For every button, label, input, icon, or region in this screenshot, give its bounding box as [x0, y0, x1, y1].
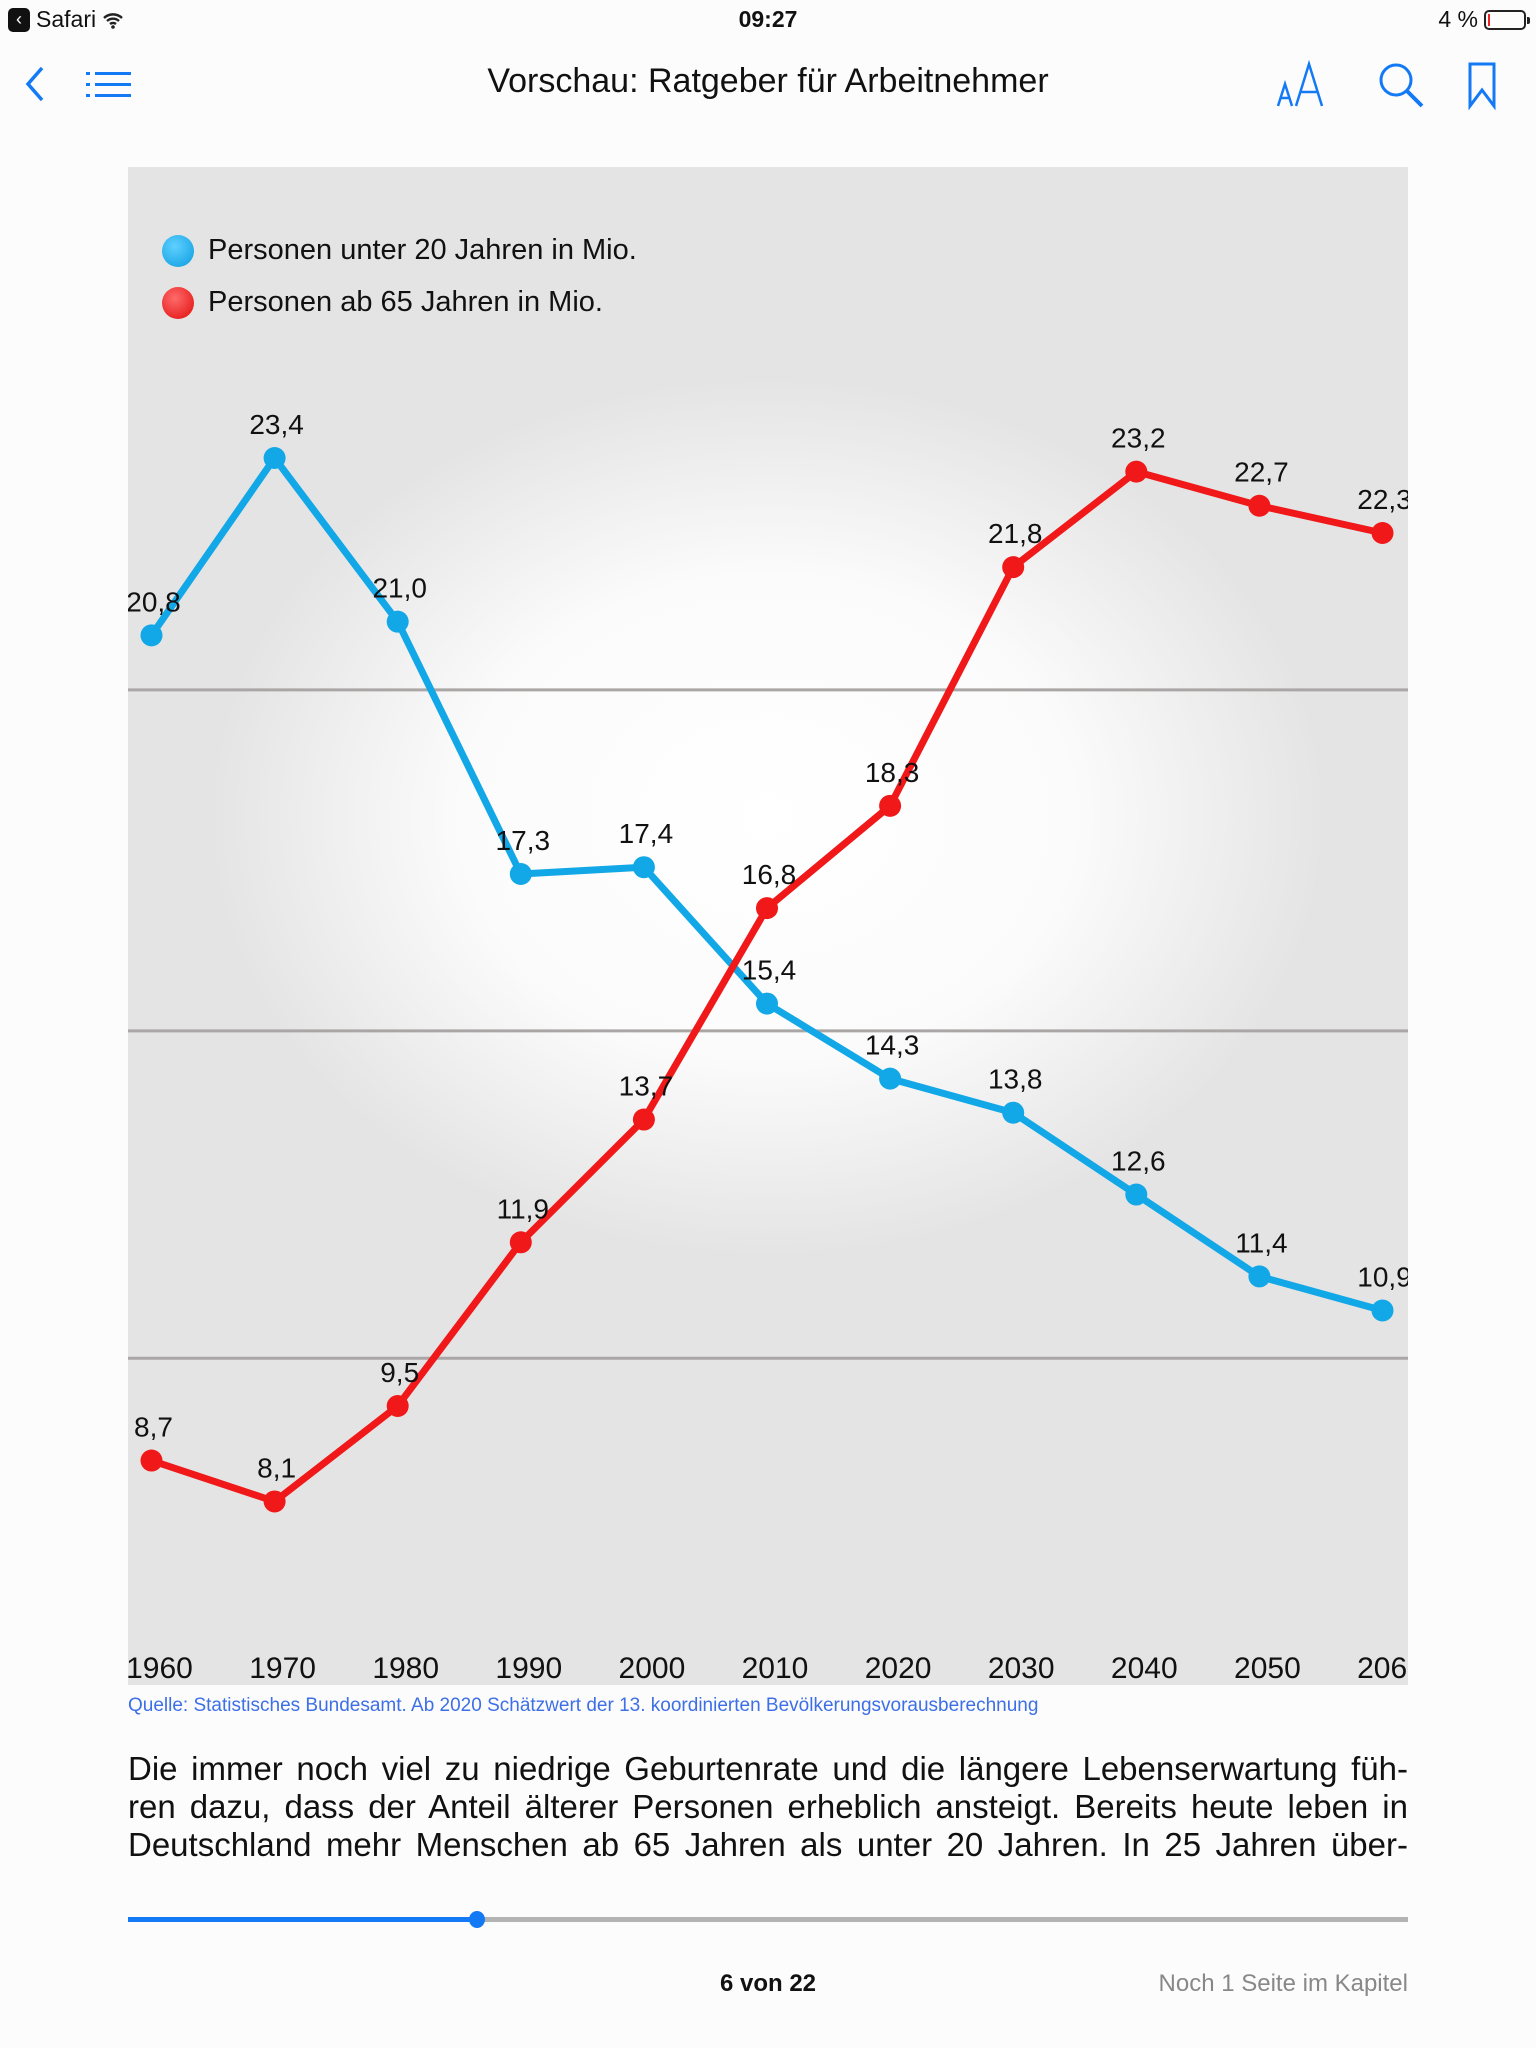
status-time: 09:27 [738, 6, 798, 32]
data-point [879, 794, 902, 817]
data-label: 10,9 [1357, 1262, 1408, 1293]
x-tick-label: 1990 [495, 1652, 562, 1685]
legend-marker-red [162, 286, 194, 319]
data-point [632, 856, 655, 879]
x-tick-label: 1960 [128, 1652, 193, 1685]
data-point [263, 447, 286, 469]
body-line: ren dazu, dass der Anteil älterer Person… [128, 1788, 1408, 1825]
data-label: 17,3 [496, 825, 551, 856]
bookmark-icon[interactable] [1466, 60, 1498, 110]
data-point [263, 1490, 286, 1513]
data-point [1002, 1101, 1025, 1124]
data-label: 13,7 [619, 1071, 674, 1102]
progress-fill [128, 1917, 478, 1922]
toc-list-icon[interactable] [84, 60, 134, 108]
data-label: 8,7 [134, 1412, 173, 1443]
page-progress-slider[interactable] [128, 1911, 1408, 1928]
data-point [1125, 460, 1148, 483]
data-label: 12,6 [1111, 1146, 1166, 1177]
text-size-icon[interactable] [1276, 60, 1332, 110]
data-label: 11,9 [497, 1193, 549, 1224]
back-chevron-icon[interactable] [20, 60, 50, 108]
data-label: 22,3 [1357, 484, 1408, 515]
legend-item-65-plus: Personen ab 65 Jahren in Mio. [162, 286, 603, 319]
data-point [1125, 1183, 1148, 1206]
source-caption: Quelle: Statistisches Bundesamt. Ab 2020… [128, 1695, 1039, 1716]
legend-label: Personen ab 65 Jahren in Mio. [208, 286, 603, 318]
battery-icon [1484, 9, 1530, 30]
chart-canvas: 20,8 23,4 21,0 17,3 17,4 15,4 14,3 13,8 12,6 11,4… [128, 409, 1408, 1685]
body-text: Die immer noch viel zu niedrige Geburten… [128, 1750, 1408, 1864]
data-label: 21,0 [372, 573, 427, 604]
body-line: Die immer noch viel zu niedrige Geburten… [128, 1750, 1408, 1787]
data-label: 15,4 [742, 955, 797, 986]
x-tick-label: 1970 [249, 1652, 316, 1685]
data-point [756, 897, 778, 920]
data-point [879, 1067, 902, 1090]
x-tick-label: 1980 [372, 1652, 439, 1685]
data-point [632, 1108, 655, 1131]
data-point [509, 863, 532, 886]
battery-percent: 4 % [1438, 6, 1478, 32]
data-label: 8,1 [257, 1452, 296, 1483]
body-line: Deutschland mehr Menschen ab 65 Jahren a… [128, 1826, 1408, 1863]
data-label: 9,5 [380, 1357, 419, 1388]
series-line-65-plus [150, 468, 1384, 1505]
x-tick-label: 2010 [742, 1652, 809, 1685]
data-point [1371, 522, 1394, 545]
data-label: 22,7 [1234, 457, 1289, 488]
data-point [1248, 494, 1271, 517]
back-app-label: Safari [36, 6, 97, 32]
x-tick-label: 2000 [619, 1652, 686, 1685]
data-label: 23,2 [1111, 423, 1166, 454]
data-point [756, 992, 778, 1015]
data-point [1371, 1299, 1394, 1322]
progress-thumb[interactable] [469, 1911, 486, 1928]
data-label: 18,3 [865, 757, 920, 788]
data-label: 20,8 [128, 586, 181, 617]
x-tick-label: 2040 [1111, 1652, 1178, 1685]
data-point [386, 610, 409, 633]
x-tick-label: 2050 [1234, 1652, 1301, 1685]
status-bar: ‹ Safari 09:27 4 % [0, 0, 1536, 40]
back-app-icon: ‹ [8, 7, 30, 32]
data-label: 11,4 [1235, 1227, 1287, 1258]
legend-marker-blue [162, 234, 194, 267]
chapter-remaining: Noch 1 Seite im Kapitel [1158, 1970, 1408, 1997]
data-label: 21,8 [988, 518, 1042, 549]
x-tick-label: 2030 [988, 1652, 1055, 1685]
data-label: 23,4 [249, 409, 304, 440]
data-point [509, 1231, 532, 1254]
data-point [1002, 556, 1025, 579]
legend-item-under-20: Personen unter 20 Jahren in Mio. [162, 234, 637, 267]
data-point [386, 1394, 409, 1417]
data-point [1248, 1265, 1271, 1288]
data-label: 17,4 [619, 818, 674, 849]
data-point [140, 624, 163, 647]
page-title: Vorschau: Ratgeber für Arbeitnehmer [487, 62, 1049, 100]
data-label: 14,3 [865, 1030, 920, 1061]
line-chart: 20,8 23,4 21,0 17,3 17,4 15,4 14,3 13,8 12,6 11,4… [128, 167, 1408, 1685]
wifi-icon [103, 12, 123, 29]
data-point [140, 1449, 163, 1472]
page-number: 6 von 22 [719, 1970, 817, 1997]
search-icon[interactable] [1376, 60, 1426, 110]
back-to-app[interactable]: ‹ Safari [8, 6, 124, 33]
legend-label: Personen unter 20 Jahren in Mio. [208, 234, 637, 266]
x-tick-label: 2060 [1357, 1652, 1408, 1685]
x-tick-label: 2020 [865, 1652, 932, 1685]
data-label: 13,8 [988, 1064, 1042, 1095]
data-label: 16,8 [742, 859, 797, 890]
